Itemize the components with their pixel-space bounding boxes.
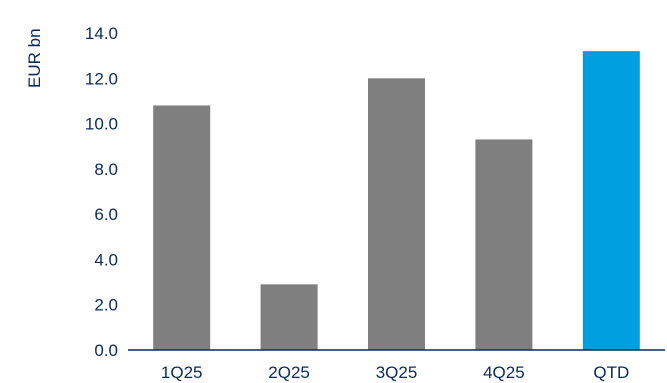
y-tick-label: 2.0 — [94, 296, 118, 315]
y-axis-title: EUR bn — [25, 28, 44, 88]
bar-3q25 — [368, 78, 425, 351]
x-tick-label: QTD — [593, 363, 629, 382]
bar-4q25 — [475, 139, 533, 350]
y-tick-label: 8.0 — [94, 160, 118, 179]
x-axis-ticks: 1Q25 2Q25 3Q25 4Q25 QTD — [161, 363, 629, 382]
x-tick-label: 2Q25 — [268, 363, 310, 382]
x-tick-label: 3Q25 — [376, 363, 418, 382]
x-tick-label: 4Q25 — [483, 363, 525, 382]
y-axis-ticks: 0.0 2.0 4.0 6.0 8.0 10.0 12.0 14.0 — [85, 24, 118, 360]
y-tick-label: 14.0 — [85, 24, 118, 43]
y-tick-label: 0.0 — [94, 341, 118, 360]
bars — [153, 51, 640, 351]
bar-qtd — [582, 51, 640, 350]
bar-2q25 — [260, 284, 318, 350]
x-tick-label: 1Q25 — [161, 363, 203, 382]
y-tick-label: 4.0 — [94, 250, 118, 269]
y-tick-label: 10.0 — [85, 115, 118, 134]
y-tick-label: 6.0 — [94, 205, 118, 224]
y-tick-label: 12.0 — [85, 69, 118, 88]
bar-1q25 — [153, 105, 211, 350]
